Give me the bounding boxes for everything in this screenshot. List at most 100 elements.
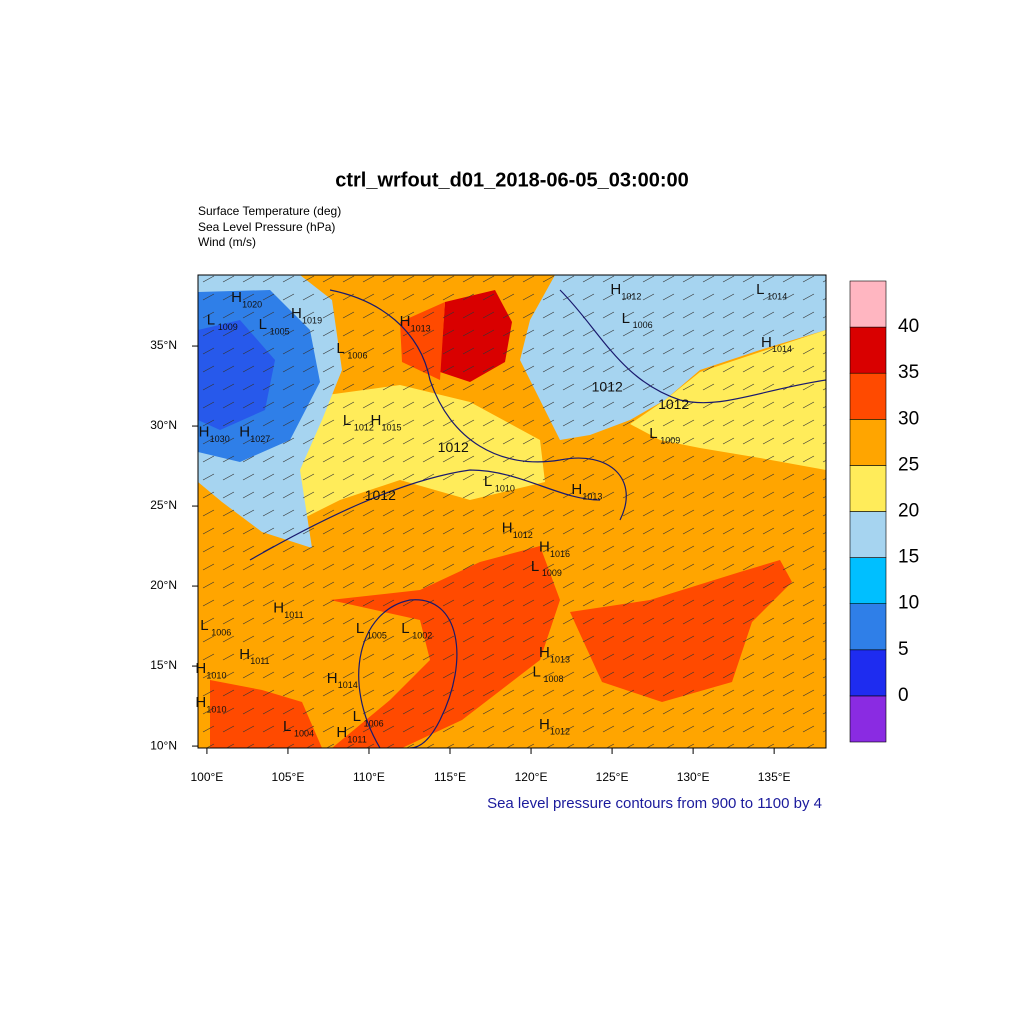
- pressure-center-value: 1020: [242, 299, 262, 309]
- temperature-field: [198, 275, 826, 748]
- x-tick-label: 105°E: [272, 770, 305, 784]
- footnote: Sea level pressure contours from 900 to …: [487, 795, 822, 812]
- pressure-center-kind: L: [259, 316, 267, 333]
- pressure-center-kind: H: [291, 305, 302, 322]
- y-tick-label: 10°N: [150, 738, 177, 752]
- contour-label: 1012: [438, 439, 469, 455]
- x-tick-label: 125°E: [596, 770, 629, 784]
- colorbar-label: 15: [898, 547, 919, 568]
- pressure-center-value: 1012: [354, 423, 374, 433]
- y-tick-label: 30°N: [150, 418, 177, 432]
- x-tick-label: 110°E: [353, 770, 385, 784]
- colorbar-box: [849, 695, 887, 743]
- pressure-center-value: 1014: [338, 680, 358, 690]
- pressure-center-value: 1005: [270, 327, 290, 337]
- pressure-center-value: 1009: [218, 322, 238, 332]
- pressure-center-value: 1010: [495, 483, 515, 493]
- pressure-center-kind: H: [610, 281, 621, 298]
- pressure-center-value: 1013: [582, 491, 602, 501]
- subtitle: Wind (m/s): [198, 235, 256, 249]
- pressure-center-kind: H: [761, 334, 772, 351]
- pressure-center-kind: H: [231, 289, 242, 306]
- colorbar-label: 40: [898, 316, 919, 337]
- colorbar-label: 25: [898, 454, 919, 475]
- pressure-center-value: 1013: [411, 323, 431, 333]
- pressure-center-kind: H: [539, 716, 550, 733]
- pressure-center-kind: H: [195, 694, 206, 711]
- pressure-center-kind: H: [370, 412, 381, 429]
- pressure-center-kind: H: [199, 423, 210, 440]
- colorbar-label: 10: [898, 593, 919, 614]
- title: ctrl_wrfout_d01_2018-06-05_03:00:00: [335, 169, 689, 191]
- pressure-center-value: 1009: [660, 435, 680, 445]
- pressure-center-value: 1015: [381, 423, 401, 433]
- colorbar-box: [849, 280, 887, 328]
- pressure-center-value: 1014: [767, 291, 787, 301]
- contour-label: 1012: [365, 487, 396, 503]
- colorbar-box: [849, 465, 887, 512]
- pressure-center-value: 1008: [544, 674, 564, 684]
- pressure-center-value: 1030: [210, 434, 230, 444]
- pressure-center-kind: L: [200, 617, 208, 634]
- isobar: [559, 289, 826, 404]
- colorbar-label: 0: [898, 685, 909, 706]
- pressure-center-kind: H: [327, 670, 338, 687]
- colorbar-box: [849, 418, 887, 466]
- colorbar-label: 30: [898, 408, 919, 429]
- pressure-center-kind: L: [283, 718, 291, 735]
- x-tick-label: 130°E: [677, 770, 710, 784]
- pressure-center-kind: H: [571, 481, 582, 498]
- colorbar-label: 35: [898, 362, 919, 383]
- pressure-center-value: 1012: [550, 727, 570, 737]
- pressure-center-kind: H: [273, 599, 284, 616]
- pressure-center-value: 1016: [550, 549, 570, 559]
- pressure-center-value: 1011: [284, 610, 303, 620]
- pressure-center-value: 1019: [302, 315, 322, 325]
- pressure-center-kind: H: [239, 646, 250, 663]
- pressure-center-value: 1006: [633, 320, 653, 330]
- pressure-center-kind: L: [353, 708, 361, 725]
- x-tick-label: 115°E: [434, 770, 466, 784]
- pressure-center-value: 1011: [250, 656, 269, 666]
- subtitle: Sea Level Pressure (hPa): [198, 220, 335, 234]
- subtitle: Surface Temperature (deg): [198, 204, 341, 218]
- pressure-center-kind: L: [533, 663, 541, 680]
- pressure-center-value: 1009: [542, 568, 562, 578]
- pressure-center-kind: L: [401, 620, 409, 637]
- pressure-center-value: 1014: [772, 344, 792, 354]
- colorbar-box: [849, 511, 887, 558]
- pressure-center-kind: H: [239, 423, 250, 440]
- isobar: [358, 599, 458, 748]
- pressure-center-value: 1013: [550, 655, 570, 665]
- x-tick-label: 100°E: [190, 770, 223, 784]
- pressure-center-kind: L: [356, 620, 364, 637]
- isobar: [249, 469, 601, 561]
- x-tick-label: 135°E: [758, 770, 791, 784]
- wind-barbs: [198, 275, 826, 748]
- pressure-center-value: 1012: [513, 530, 533, 540]
- pressure-center-kind: L: [343, 412, 351, 429]
- pressure-center-value: 1005: [367, 631, 387, 641]
- pressure-center-value: 1011: [347, 735, 366, 745]
- pressure-center-kind: H: [502, 519, 513, 536]
- pressure-center-kind: L: [622, 310, 630, 327]
- pressure-center-value: 1006: [347, 351, 367, 361]
- y-tick-label: 15°N: [150, 658, 177, 672]
- pressure-center-value: 1027: [250, 434, 270, 444]
- pressure-center-kind: L: [336, 340, 344, 357]
- pressure-center-value: 1010: [206, 704, 226, 714]
- pressure-center-value: 1004: [294, 728, 314, 738]
- y-tick-label: 35°N: [150, 338, 177, 352]
- pressure-center-kind: L: [484, 473, 492, 490]
- pressure-center-kind: H: [400, 313, 411, 330]
- pressure-center-kind: H: [539, 539, 550, 556]
- pressure-center-value: 1006: [211, 627, 231, 637]
- pressure-center-kind: L: [207, 311, 215, 328]
- y-tick-label: 25°N: [150, 498, 177, 512]
- colorbar-box: [849, 326, 887, 374]
- colorbar-label: 5: [898, 639, 909, 660]
- pressure-center-kind: L: [531, 558, 539, 575]
- pressure-center-value: 1006: [364, 719, 384, 729]
- colorbar-label: 20: [898, 501, 919, 522]
